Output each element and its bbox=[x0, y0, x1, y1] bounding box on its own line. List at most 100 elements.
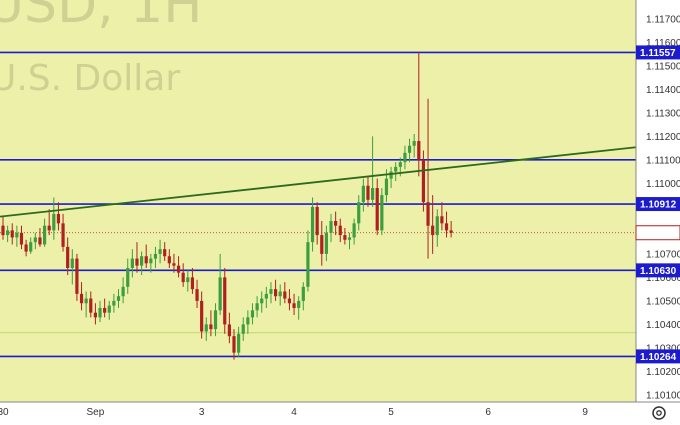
candle-body bbox=[195, 289, 199, 301]
current-price-badge bbox=[635, 225, 680, 241]
candles bbox=[1, 51, 453, 360]
watermark: USD, 1H U.S. Dollar bbox=[0, 0, 202, 99]
watermark-symbol: USD, 1H bbox=[0, 0, 202, 35]
candle-body bbox=[273, 289, 278, 297]
settings-gear-icon[interactable] bbox=[652, 406, 666, 420]
candle-body bbox=[6, 230, 10, 236]
candle-body bbox=[200, 300, 204, 332]
candle-body bbox=[315, 206, 319, 236]
candle-body bbox=[384, 178, 389, 196]
candle-body bbox=[79, 293, 84, 304]
candle-body bbox=[237, 333, 241, 353]
horizontal-levels bbox=[0, 51, 636, 358]
candle-body bbox=[241, 324, 245, 334]
candle-body bbox=[144, 256, 148, 264]
time-tick-label: 3 bbox=[199, 407, 205, 418]
candle-body bbox=[190, 277, 195, 290]
level-price-badge bbox=[636, 197, 680, 212]
price-tick-label: 1.11700 bbox=[646, 14, 680, 25]
candle-body bbox=[116, 296, 121, 301]
candle-body bbox=[1, 225, 5, 236]
candle-body bbox=[287, 298, 292, 304]
candle-body bbox=[310, 206, 315, 243]
candle-body bbox=[42, 225, 47, 245]
candle-body bbox=[412, 141, 416, 146]
candle-body bbox=[306, 242, 310, 287]
trendline bbox=[0, 146, 637, 218]
time-axis[interactable]: 30 Sep 3 4 5 6 9 bbox=[0, 407, 588, 418]
candle-body bbox=[250, 310, 255, 318]
candle-body bbox=[172, 263, 176, 266]
candle-body bbox=[130, 258, 134, 268]
candle-body bbox=[98, 307, 102, 318]
candle-body bbox=[292, 303, 296, 308]
candle-body bbox=[24, 244, 28, 252]
candle-body bbox=[19, 232, 24, 245]
time-tick-label: 30 bbox=[0, 407, 9, 418]
candle-body bbox=[38, 237, 42, 245]
candle-body bbox=[70, 258, 74, 268]
candle-body bbox=[449, 230, 453, 233]
candle-body bbox=[278, 291, 282, 297]
candle-body bbox=[176, 265, 181, 273]
candle-body bbox=[343, 235, 347, 240]
watermark-name: U.S. Dollar bbox=[0, 58, 180, 99]
candle-body bbox=[398, 162, 402, 167]
price-axis[interactable]: 1.11700 1.11600 1.11500 1.11400 1.11300 1.112… bbox=[646, 14, 680, 401]
candle-body bbox=[47, 225, 51, 231]
price-tick-label: 1.11400 bbox=[646, 85, 680, 96]
candle-body bbox=[140, 256, 144, 266]
candle-body bbox=[352, 223, 356, 238]
candle-body bbox=[209, 324, 213, 330]
price-tick-label: 1.10100 bbox=[646, 390, 680, 401]
candle-body bbox=[444, 223, 449, 231]
price-tick-label: 1.11300 bbox=[646, 108, 680, 119]
candle-body bbox=[103, 307, 107, 313]
candle-body bbox=[375, 188, 379, 231]
candle-body bbox=[255, 303, 259, 311]
level-price-label: 1.11557 bbox=[640, 48, 676, 59]
candle-body bbox=[153, 253, 158, 259]
price-tick-label: 1.10300 bbox=[646, 343, 680, 354]
candle-body bbox=[329, 220, 333, 233]
candle-body bbox=[380, 195, 384, 231]
candle-body bbox=[66, 246, 70, 268]
candle-body bbox=[52, 213, 56, 231]
price-tick-label: 1.10600 bbox=[646, 273, 680, 284]
candle-body bbox=[121, 286, 125, 297]
candle-body bbox=[440, 216, 444, 224]
candle-body bbox=[264, 293, 268, 299]
current-price-label: 1.10790 bbox=[640, 228, 677, 239]
price-tick-label: 1.11000 bbox=[646, 179, 680, 190]
candle-body bbox=[213, 310, 218, 330]
candle-body bbox=[232, 336, 236, 353]
candle-body bbox=[56, 213, 61, 224]
candle-body bbox=[84, 298, 88, 304]
candle-body bbox=[246, 317, 250, 325]
candle-body bbox=[366, 185, 370, 200]
price-tick-label: 1.10400 bbox=[646, 320, 680, 331]
level-price-badge bbox=[636, 349, 680, 364]
candle-body bbox=[227, 324, 231, 337]
price-tick-label: 1.10500 bbox=[646, 296, 680, 307]
plot-area[interactable] bbox=[0, 0, 636, 402]
candle-body bbox=[204, 324, 208, 332]
level-price-label: 1.10630 bbox=[640, 266, 677, 277]
candle-body bbox=[167, 256, 171, 264]
candle-body bbox=[324, 232, 328, 254]
time-tick-label: Sep bbox=[87, 407, 105, 418]
candle-body bbox=[61, 223, 65, 247]
price-tick-label: 1.11100 bbox=[646, 155, 680, 166]
price-tick-label: 1.10200 bbox=[646, 367, 680, 378]
candle-body bbox=[301, 286, 305, 301]
candle-body bbox=[394, 166, 398, 172]
candle-body bbox=[269, 289, 273, 294]
candle-body bbox=[149, 258, 153, 264]
level-price-badge bbox=[636, 263, 680, 278]
candle-body bbox=[421, 159, 426, 203]
candle-body bbox=[181, 272, 185, 283]
candle-body bbox=[135, 258, 139, 266]
time-tick-label: 9 bbox=[582, 407, 588, 418]
candle-body bbox=[361, 185, 365, 203]
